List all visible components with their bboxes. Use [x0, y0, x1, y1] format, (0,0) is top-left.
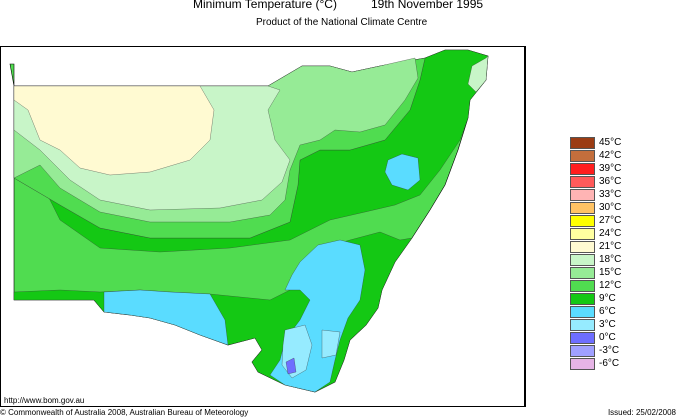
zone-0-3 [285, 357, 297, 375]
map-subtitle: Product of the National Climate Centre [256, 17, 428, 28]
legend-label: 30°C [599, 202, 622, 213]
legend-swatch [570, 331, 595, 344]
legend-label: 45°C [599, 137, 622, 148]
legend-swatch [570, 266, 595, 279]
legend-swatch [570, 201, 595, 214]
legend-label: 12°C [599, 280, 622, 291]
legend-item: 15°C [570, 266, 621, 279]
legend-item: 36°C [570, 175, 621, 188]
legend-swatch [570, 136, 595, 149]
legend-label: 27°C [599, 215, 622, 226]
legend-item: 39°C [570, 162, 621, 175]
legend-list: 45°C 42°C 39°C 36°C 33°C 30°C 27°C 24°C 21°C 18°C… [570, 136, 621, 370]
legend-swatch [570, 227, 595, 240]
legend-swatch [570, 240, 595, 253]
map-legend-divider [525, 46, 526, 407]
legend-label: 9°C [599, 293, 616, 304]
legend-item: -3°C [570, 344, 621, 357]
legend-label: 3°C [599, 319, 616, 330]
legend-swatch [570, 162, 595, 175]
title-date: 19th November 1995 [371, 0, 484, 11]
legend-swatch [570, 279, 595, 292]
zone-6-9 [103, 153, 421, 393]
legend-swatch [570, 214, 595, 227]
legend-item: 21°C [570, 240, 621, 253]
legend-swatch [570, 253, 595, 266]
legend-item: 12°C [570, 279, 621, 292]
source-url: http://www.bom.gov.au [4, 396, 85, 405]
legend-swatch [570, 188, 595, 201]
legend-swatch [570, 305, 595, 318]
legend-item: 33°C [570, 188, 621, 201]
legend-item: 45°C [570, 136, 621, 149]
legend-item: 24°C [570, 227, 621, 240]
legend-swatch [570, 318, 595, 331]
legend-label: 42°C [599, 150, 622, 161]
legend-label: -6°C [599, 358, 620, 369]
legend-item: 6°C [570, 305, 621, 318]
legend-item: 30°C [570, 201, 621, 214]
legend-label: 6°C [599, 306, 616, 317]
legend-item: 42°C [570, 149, 621, 162]
legend-item: 3°C [570, 318, 621, 331]
copyright-text: © Commonwealth of Australia 2008, Austra… [0, 408, 249, 417]
title-text: Minimum Temperature (°C) [193, 0, 337, 11]
legend-label: 18°C [599, 254, 622, 265]
legend-swatch [570, 344, 595, 357]
legend-label: 15°C [599, 267, 622, 278]
legend-label: 0°C [599, 332, 616, 343]
legend-swatch [570, 149, 595, 162]
legend-item: 27°C [570, 214, 621, 227]
legend-item: -6°C [570, 357, 621, 370]
legend-label: -3°C [599, 345, 620, 356]
temperature-legend: 45°C 42°C 39°C 36°C 33°C 30°C 27°C 24°C 21°C 18°C… [570, 136, 621, 370]
legend-label: 33°C [599, 189, 622, 200]
legend-label: 36°C [599, 176, 622, 187]
zone-21-24 [13, 85, 215, 176]
legend-label: 21°C [599, 241, 622, 252]
legend-item: 9°C [570, 292, 621, 305]
legend-item: 18°C [570, 253, 621, 266]
legend-swatch [570, 175, 595, 188]
legend-swatch [570, 357, 595, 370]
legend-swatch [570, 292, 595, 305]
legend-item: 0°C [570, 331, 621, 344]
legend-label: 39°C [599, 163, 622, 174]
legend-label: 24°C [599, 228, 622, 239]
zone-3-6 [281, 324, 341, 379]
issued-date: Issued: 25/02/2008 [607, 408, 676, 417]
